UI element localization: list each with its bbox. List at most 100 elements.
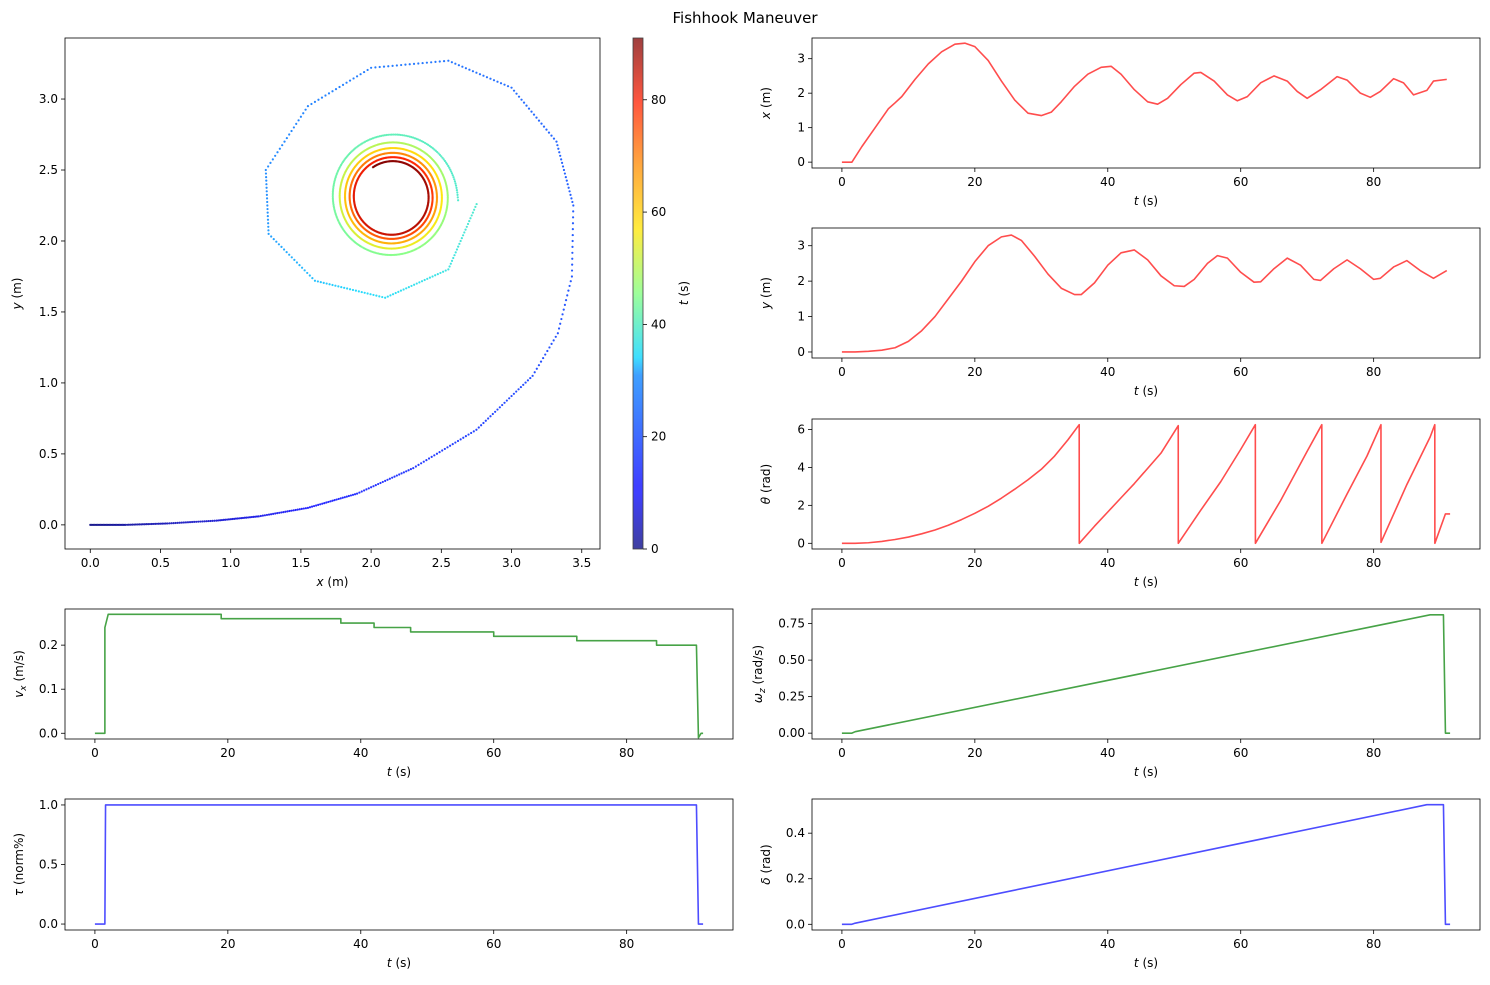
trajectory-point xyxy=(343,286,346,289)
trajectory-point xyxy=(525,104,528,107)
series-line-delta_t xyxy=(841,803,1451,926)
trajectory-point xyxy=(327,92,331,95)
trajectory-point xyxy=(284,510,287,513)
trajectory-point xyxy=(351,493,355,496)
trajectory-point xyxy=(400,63,403,67)
trajectory-point xyxy=(302,112,305,115)
trajectory-point xyxy=(452,256,455,260)
trajectory-point xyxy=(571,233,574,237)
axes-x_t: 0 20 40 60 80 0 1 2 3 t (s) x (m) xyxy=(759,37,1481,208)
trajectory-point xyxy=(434,274,437,277)
trajectory-point xyxy=(405,287,408,290)
trajectory-point xyxy=(529,376,532,380)
trajectory-point xyxy=(450,172,454,175)
trajectory-point xyxy=(360,290,363,294)
x-axis-label-var: t xyxy=(1134,956,1140,970)
y-tick-label: 1 xyxy=(797,310,805,324)
trajectory-point xyxy=(152,522,155,526)
trajectory-point xyxy=(494,410,497,413)
x-axis-label-var: t xyxy=(387,765,393,779)
trajectory-point xyxy=(351,288,355,292)
trajectory-point xyxy=(487,417,490,420)
trajectory-point xyxy=(496,80,499,83)
y-tick-label: 0.1 xyxy=(39,682,58,696)
trajectory-point xyxy=(275,240,278,243)
x-tick-label: 0.5 xyxy=(151,556,170,570)
trajectory-point xyxy=(537,119,541,122)
plot-area xyxy=(65,609,733,739)
trajectory-point xyxy=(413,137,417,140)
trajectory-point xyxy=(254,515,257,518)
y-axis-label-unit: (m) xyxy=(10,278,24,303)
trajectory-point xyxy=(552,339,555,342)
trajectory-point xyxy=(375,294,378,297)
y-tick-label: 1 xyxy=(797,121,805,135)
trajectory-point xyxy=(546,349,549,353)
trajectory-point xyxy=(380,134,383,137)
trajectory-point xyxy=(172,522,175,525)
trajectory-point xyxy=(372,485,375,488)
trajectory-point xyxy=(417,463,420,466)
y-axis-label: ωz (rad/s) xyxy=(751,645,768,703)
y-axis-label-var: δ xyxy=(759,877,773,884)
trajectory-point xyxy=(450,170,453,173)
x-tick-label: 40 xyxy=(1100,746,1115,760)
trajectory-point xyxy=(473,208,476,211)
trajectory-point xyxy=(503,83,506,86)
trajectory-point xyxy=(201,520,204,523)
trajectory-point xyxy=(312,504,316,508)
x-axis-label: t (s) xyxy=(1134,384,1158,398)
colorbar-tick-label: 80 xyxy=(651,93,666,107)
trajectory-point xyxy=(496,408,499,411)
trajectory-point xyxy=(439,271,442,275)
axes-frame xyxy=(64,37,601,550)
trajectory-point xyxy=(405,470,408,473)
y-axis-label-var: y xyxy=(759,301,773,310)
trajectory-point xyxy=(427,143,430,147)
trajectory-point xyxy=(300,266,304,269)
trajectory-point xyxy=(134,523,138,526)
x-axis-label-unit: (s) xyxy=(1139,575,1158,589)
trajectory-point xyxy=(182,521,185,524)
trajectory-point xyxy=(515,390,518,393)
trajectory-point xyxy=(384,296,387,299)
trajectory-point xyxy=(556,332,559,335)
x-tick-label: 80 xyxy=(1366,746,1381,760)
y-tick-label: 2 xyxy=(797,274,805,288)
trajectory-point xyxy=(265,197,269,200)
trajectory-point xyxy=(522,101,526,104)
trajectory-point xyxy=(468,220,471,223)
trajectory-point xyxy=(501,403,504,407)
trajectory-point xyxy=(329,500,332,503)
trajectory-point xyxy=(533,371,536,374)
trajectory-point xyxy=(561,313,564,316)
trajectory-point xyxy=(264,172,268,175)
x-tick-label: 20 xyxy=(967,937,982,951)
trajectory-point xyxy=(369,293,372,296)
plots-layer: 0.0 0.5 1.0 1.5 2.0 2.5 3.0 3.5 0.0 0.5 1.0 1.5 2.0 2… xyxy=(10,37,1481,970)
trajectory-point xyxy=(517,95,521,98)
trajectory-point xyxy=(453,254,456,257)
trajectory-point xyxy=(542,356,545,360)
trajectory-point xyxy=(331,192,334,195)
trajectory-point xyxy=(348,79,352,82)
x-tick-label: 0 xyxy=(838,746,846,760)
trajectory-point xyxy=(557,147,560,150)
trajectory-point xyxy=(399,133,402,137)
trajectory-point xyxy=(367,487,370,490)
trajectory-point xyxy=(520,98,523,101)
trajectory-point xyxy=(155,522,159,525)
trajectory-point xyxy=(359,73,362,76)
trajectory-point xyxy=(306,271,309,275)
trajectory-point xyxy=(288,253,291,256)
trajectory-point xyxy=(395,474,398,477)
x-tick-label: 80 xyxy=(1366,556,1381,570)
trajectory-point xyxy=(241,516,245,520)
y-tick-label: 3.0 xyxy=(39,92,58,106)
x-tick-label: 20 xyxy=(967,746,982,760)
trajectory-point xyxy=(340,286,343,289)
x-axis-label-var: t xyxy=(1134,384,1140,398)
trajectory-point xyxy=(457,245,460,248)
trajectory-point xyxy=(572,210,575,213)
